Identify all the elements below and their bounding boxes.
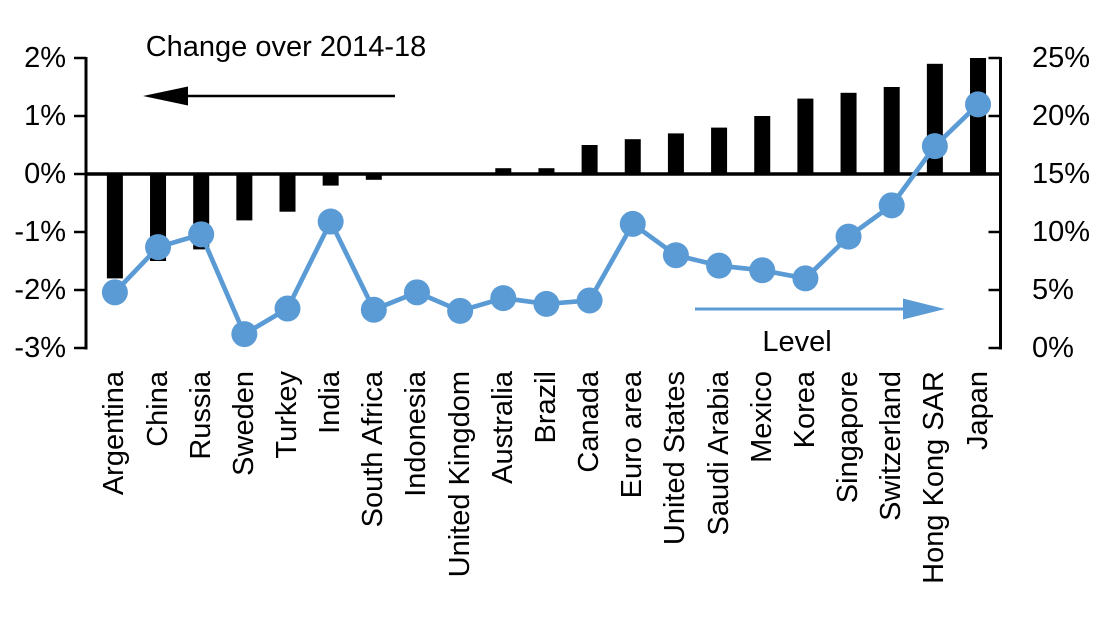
dot-switzerland xyxy=(878,192,905,219)
bar-euro-area xyxy=(624,139,641,174)
bar-turkey xyxy=(279,174,296,212)
dot-india xyxy=(317,208,344,235)
dot-canada xyxy=(576,287,603,314)
right-axis-tick-label: 25% xyxy=(1032,42,1091,74)
dot-mexico xyxy=(749,257,776,284)
right-axis-tick-label: 5% xyxy=(1032,274,1074,306)
bar-korea xyxy=(797,98,814,174)
category-label-korea: Korea xyxy=(788,371,821,449)
category-label-indonesia: Indonesia xyxy=(400,371,433,497)
right-axis-tick-label: 15% xyxy=(1032,158,1091,190)
right-axis-tick-label: 0% xyxy=(1032,332,1074,364)
category-label-mexico: Mexico xyxy=(745,371,778,463)
dot-japan xyxy=(965,91,992,118)
left-axis-tick-label: -1% xyxy=(14,216,66,248)
category-label-canada: Canada xyxy=(573,371,606,473)
category-label-sweden: Sweden xyxy=(227,371,260,476)
dot-sweden xyxy=(231,321,258,348)
right-axis-tick-label: 10% xyxy=(1032,216,1091,248)
category-label-euro-area: Euro area xyxy=(616,371,649,499)
left-arrowhead-icon xyxy=(143,86,188,106)
bar-singapore xyxy=(840,92,857,174)
dot-australia xyxy=(490,285,517,312)
dot-indonesia xyxy=(403,279,430,306)
right-arrowhead-icon xyxy=(903,298,945,320)
bar-india xyxy=(322,174,339,186)
bar-saudi-arabia xyxy=(711,127,728,174)
category-label-china: China xyxy=(141,371,174,447)
dot-turkey xyxy=(274,295,301,322)
dot-euro-area xyxy=(619,210,646,237)
left-axis-tick-label: -3% xyxy=(14,332,66,364)
right-axis-tick-label: 20% xyxy=(1032,100,1091,132)
bar-series-label: Change over 2014-18 xyxy=(145,31,427,63)
left-axis-tick-label: 2% xyxy=(24,42,66,74)
dot-russia xyxy=(188,221,215,248)
bar-brazil xyxy=(538,168,555,174)
dot-brazil xyxy=(533,290,560,317)
dot-hong-kong-sar xyxy=(921,133,948,160)
category-label-argentina: Argentina xyxy=(98,371,131,496)
bar-switzerland xyxy=(883,87,900,174)
bar-south-africa xyxy=(365,174,382,180)
category-label-switzerland: Switzerland xyxy=(875,371,908,521)
dot-china xyxy=(145,234,172,261)
dot-singapore xyxy=(835,223,862,250)
bar-united-states xyxy=(667,133,684,174)
category-label-united-kingdom: United Kingdom xyxy=(443,371,476,578)
category-label-india: India xyxy=(314,371,347,434)
category-label-turkey: Turkey xyxy=(271,371,303,459)
left-axis-tick-label: -2% xyxy=(14,274,66,306)
bar-australia xyxy=(495,168,512,174)
dot-argentina xyxy=(101,279,128,306)
category-label-russia: Russia xyxy=(184,371,217,460)
left-axis-tick-label: 1% xyxy=(24,100,66,132)
dot-united-states xyxy=(662,242,689,269)
dot-united-kingdom xyxy=(447,297,474,324)
category-label-saudi-arabia: Saudi Arabia xyxy=(702,371,735,536)
line-series-label: Level xyxy=(762,326,832,358)
dot-saudi-arabia xyxy=(706,252,733,279)
category-label-brazil: Brazil xyxy=(529,371,562,444)
category-label-japan: Japan xyxy=(961,371,994,451)
bar-sweden xyxy=(236,174,253,221)
category-label-australia: Australia xyxy=(486,371,519,484)
category-label-united-states: United States xyxy=(659,371,692,546)
left-axis-tick-label: 0% xyxy=(24,158,66,190)
dot-korea xyxy=(792,265,819,292)
category-label-singapore: Singapore xyxy=(832,371,865,504)
bar-mexico xyxy=(754,116,771,174)
bar-canada xyxy=(581,145,598,174)
category-label-south-africa: South Africa xyxy=(357,371,390,528)
category-label-hong-kong-sar: Hong Kong SAR xyxy=(918,371,951,584)
dot-south-africa xyxy=(360,296,387,323)
bar-argentina xyxy=(106,174,123,279)
